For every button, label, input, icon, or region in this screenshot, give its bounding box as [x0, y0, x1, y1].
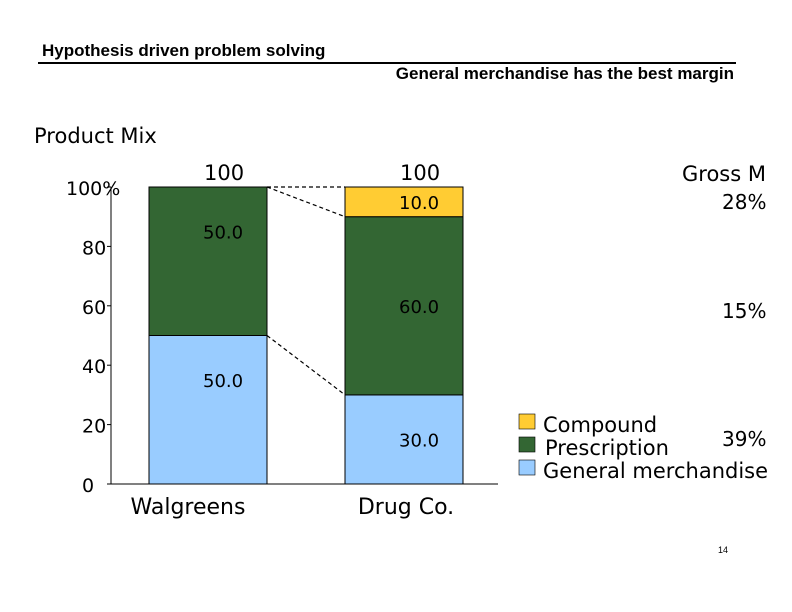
page-number: 14: [718, 545, 729, 555]
legend-swatch: [518, 459, 536, 476]
y-tick-label: 100%: [66, 178, 120, 200]
gross-margin-value: 39%: [722, 427, 766, 451]
bar-value-label: 50.0: [203, 371, 243, 392]
legend-label: Prescription: [545, 436, 669, 460]
bar-segment: [344, 216, 464, 396]
slide-title: Hypothesis driven problem solving: [42, 41, 326, 60]
bar-total-label: 100: [204, 161, 244, 185]
connector-line: [266, 186, 346, 218]
bar-segment: [344, 186, 464, 218]
y-tick-label: 20: [82, 416, 106, 438]
gross-margin-header: Gross M: [682, 162, 766, 186]
category-label: Drug Co.: [358, 495, 454, 520]
bar-total-label: 100: [400, 161, 440, 185]
bar-value-label: 60.0: [399, 297, 439, 318]
bar-segment: [148, 186, 268, 336]
legend-label: General merchandise: [543, 459, 768, 483]
bar-value-label: 30.0: [399, 430, 439, 451]
y-tick-label: 0: [82, 475, 94, 497]
bar-segment: [148, 335, 268, 485]
legend-swatch: [518, 413, 536, 430]
category-label: Walgreens: [131, 495, 246, 520]
slide-subtitle: General merchandise has the best margin: [395, 64, 734, 83]
gross-margin-value: 15%: [722, 299, 766, 323]
connector-line: [266, 335, 346, 396]
chart-title: Product Mix: [34, 124, 157, 148]
y-tick-label: 60: [82, 297, 106, 319]
bar-value-label: 50.0: [203, 223, 243, 244]
y-tick-label: 80: [82, 237, 106, 259]
title-divider: [38, 62, 736, 64]
gross-margin-value: 28%: [722, 190, 766, 214]
bar-value-label: 10.0: [399, 193, 439, 214]
bar-segment: [344, 394, 464, 485]
legend-label: Compound: [543, 413, 657, 437]
y-tick-label: 40: [82, 356, 106, 378]
legend-swatch: [518, 436, 536, 453]
